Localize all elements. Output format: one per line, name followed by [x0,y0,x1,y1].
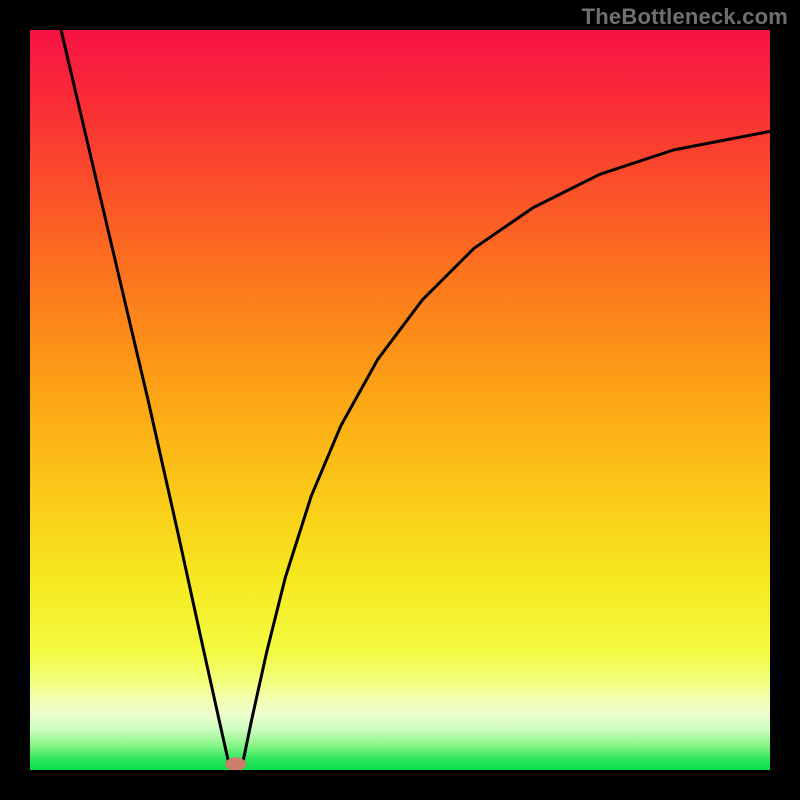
watermark-text: TheBottleneck.com [582,4,788,30]
plot-area [30,30,770,770]
chart-container: TheBottleneck.com [0,0,800,800]
chart-svg [30,30,770,770]
gradient-background [30,30,770,770]
